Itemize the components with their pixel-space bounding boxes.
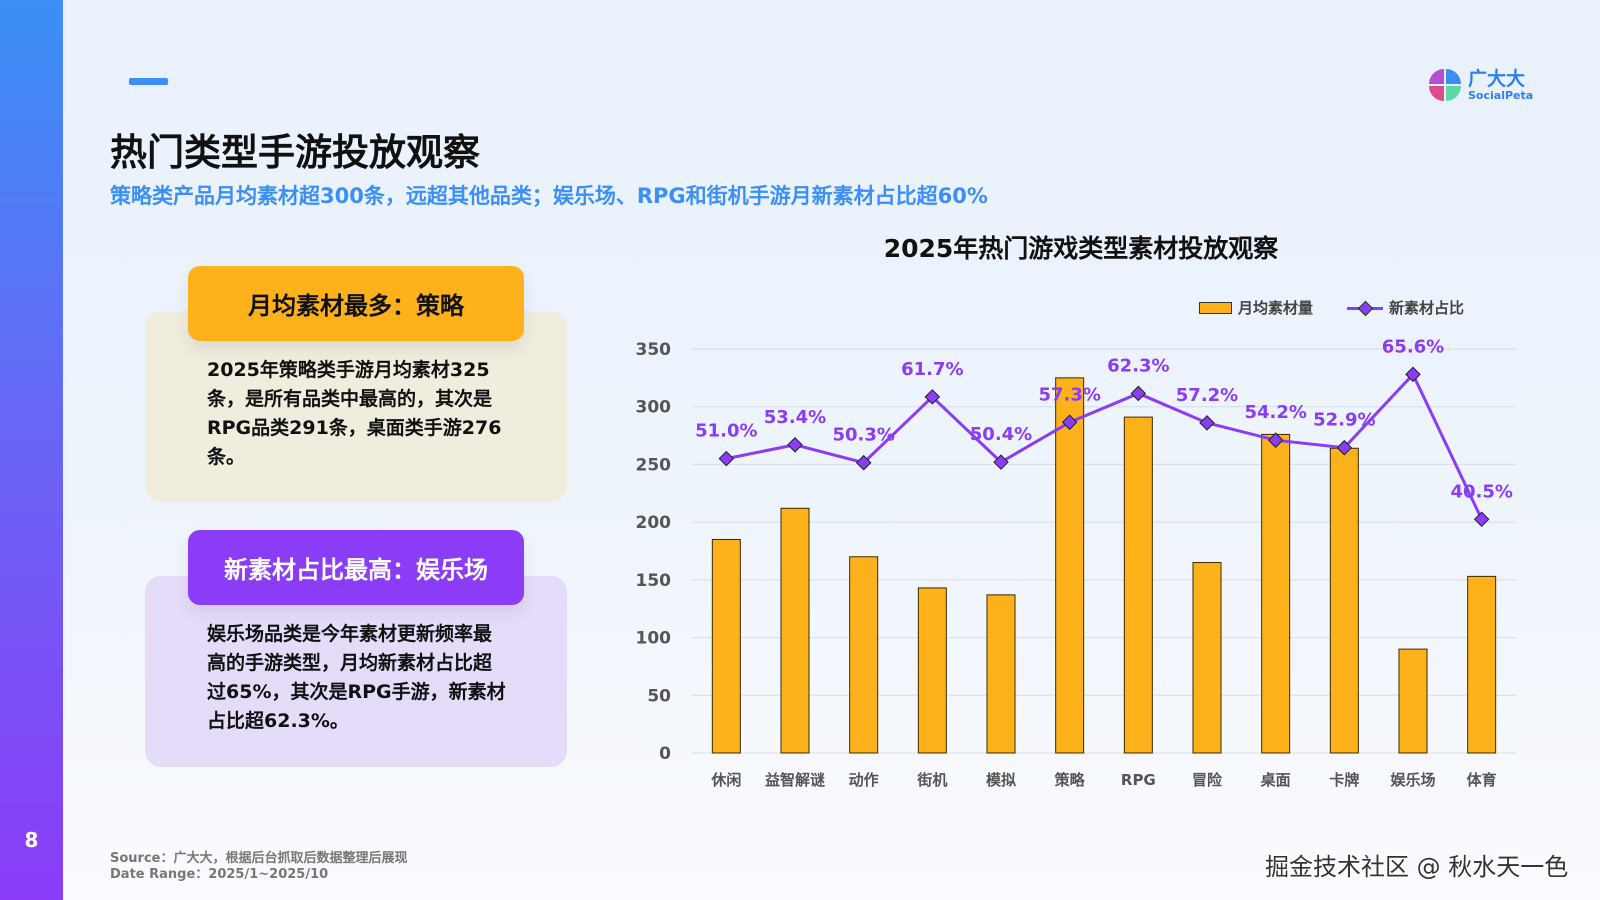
line-marker bbox=[993, 454, 1009, 470]
card-casino-body: 娱乐场品类是今年素材更新频率最高的手游类型，月均新素材占比超过65%，其次是RP… bbox=[207, 623, 506, 732]
line-marker bbox=[1130, 385, 1147, 402]
socialpeta-logo: 广大大 SocialPeta bbox=[1428, 68, 1533, 102]
x-tick-label: 模拟 bbox=[986, 771, 1016, 789]
data-label: 57.3% bbox=[1038, 384, 1100, 405]
legend-line-label: 新素材占比 bbox=[1389, 299, 1465, 317]
x-tick-label: RPG bbox=[1121, 771, 1156, 789]
data-label: 57.2% bbox=[1176, 385, 1238, 406]
card-strategy-body: 2025年策略类手游月均素材325条，是所有品类中最高的，其次是RPG品类291… bbox=[207, 359, 502, 468]
data-label: 40.5% bbox=[1450, 481, 1512, 502]
page-title: 热门类型手游投放观察 bbox=[110, 131, 480, 174]
bar-策略 bbox=[1055, 377, 1085, 754]
x-tick-label: 卡牌 bbox=[1329, 771, 1359, 789]
y-tick-label: 250 bbox=[636, 455, 672, 475]
source-text: Source：广大大，根据后台抓取后数据整理后展现 bbox=[110, 851, 408, 866]
line-marker bbox=[855, 454, 872, 471]
y-tick-label: 100 bbox=[636, 629, 672, 649]
page-subtitle: 策略类产品月均素材超300条，远超其他品类；娱乐场、RPG和街机手游月新素材占比… bbox=[110, 184, 988, 208]
legend-line-swatch bbox=[1347, 302, 1384, 314]
line-series bbox=[726, 371, 1484, 520]
x-tick-label: 街机 bbox=[916, 771, 947, 789]
sidebar-strip bbox=[0, 0, 63, 900]
bar-模拟 bbox=[986, 594, 1016, 754]
logo-text-en: SocialPeta bbox=[1468, 88, 1534, 102]
card-casino-heading: 新素材占比最高：娱乐场 bbox=[188, 530, 524, 605]
title-accent-bar bbox=[129, 78, 168, 85]
watermark: 掘金技术社区 @ 秋水天一色 bbox=[1265, 853, 1569, 881]
data-label: 51.0% bbox=[695, 421, 757, 442]
data-label: 61.7% bbox=[901, 359, 963, 380]
bar-体育 bbox=[1467, 575, 1497, 754]
line-marker bbox=[1061, 414, 1078, 431]
data-label: 50.3% bbox=[832, 425, 894, 446]
bar-RPG bbox=[1123, 416, 1153, 754]
line-marker bbox=[718, 450, 735, 467]
data-label: 54.2% bbox=[1244, 402, 1306, 423]
y-tick-label: 150 bbox=[636, 571, 672, 591]
x-tick-label: 桌面 bbox=[1260, 771, 1291, 789]
x-tick-label: 策略 bbox=[1054, 771, 1086, 789]
data-label: 53.4% bbox=[764, 407, 826, 428]
bar-冒险 bbox=[1192, 562, 1222, 754]
line-marker bbox=[1336, 439, 1353, 456]
legend-bar-label: 月均素材量 bbox=[1238, 299, 1314, 317]
bar-桌面 bbox=[1261, 433, 1291, 754]
bar-娱乐场 bbox=[1398, 648, 1428, 754]
y-tick-label: 50 bbox=[647, 686, 671, 706]
bar-街机 bbox=[917, 587, 947, 754]
date-range-text: Date Range：2025/1~2025/10 bbox=[110, 867, 329, 882]
line-marker bbox=[787, 437, 803, 453]
data-label: 65.6% bbox=[1382, 336, 1444, 357]
line-marker bbox=[1473, 511, 1490, 528]
x-tick-label: 娱乐场 bbox=[1390, 771, 1435, 789]
chart-legend: 月均素材量 新素材占比 bbox=[1199, 297, 1464, 318]
logo-icon bbox=[1429, 69, 1461, 101]
bar-休闲 bbox=[711, 538, 741, 754]
card-strategy-bg bbox=[145, 311, 567, 502]
bar-卡牌 bbox=[1329, 447, 1359, 754]
chart-title: 2025年热门游戏类型素材投放观察 bbox=[883, 234, 1279, 263]
card-strategy-heading: 月均素材最多：策略 bbox=[188, 266, 524, 341]
line-marker bbox=[1267, 432, 1284, 448]
legend-bar-swatch bbox=[1199, 301, 1232, 314]
line-marker bbox=[1405, 366, 1421, 383]
line-marker bbox=[1199, 415, 1215, 431]
y-tick-label: 200 bbox=[636, 513, 672, 533]
x-tick-label: 体育 bbox=[1467, 771, 1497, 789]
x-tick-label: 益智解谜 bbox=[765, 771, 826, 789]
logo-text-cn: 广大大 bbox=[1468, 67, 1526, 90]
x-tick-label: 冒险 bbox=[1192, 771, 1223, 789]
y-tick-label: 300 bbox=[636, 398, 672, 418]
data-label: 62.3% bbox=[1107, 355, 1169, 376]
y-tick-label: 350 bbox=[636, 340, 672, 360]
data-label: 52.9% bbox=[1313, 410, 1375, 431]
y-tick-label: 0 bbox=[659, 744, 671, 764]
source-note: Source：广大大，根据后台抓取后数据整理后展现 Date Range：202… bbox=[110, 851, 407, 883]
data-label: 50.4% bbox=[970, 424, 1032, 445]
bar-动作 bbox=[849, 556, 879, 754]
bar-益智解谜 bbox=[780, 507, 810, 754]
x-tick-label: 动作 bbox=[849, 771, 879, 789]
card-casino-bg bbox=[145, 576, 567, 767]
x-tick-label: 休闲 bbox=[710, 771, 741, 789]
page-number: 8 bbox=[24, 828, 39, 852]
line-marker bbox=[924, 389, 941, 405]
